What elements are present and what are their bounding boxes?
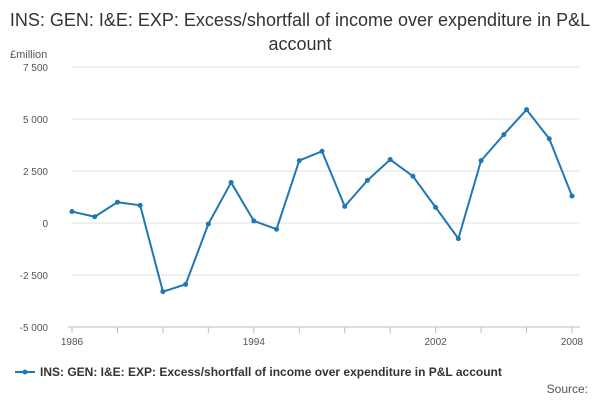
x-tick-label: 1994 (243, 337, 266, 348)
data-point[interactable] (342, 203, 348, 209)
data-point[interactable] (69, 209, 75, 215)
series-layer (69, 107, 575, 295)
gridlines (72, 66, 580, 328)
y-tick-label: 2 500 (23, 167, 48, 178)
data-point[interactable] (546, 136, 552, 142)
data-point[interactable] (274, 226, 280, 232)
data-point[interactable] (183, 281, 189, 287)
x-axis: 1986 1994 2002 2008 (61, 326, 584, 348)
data-point[interactable] (160, 289, 166, 295)
legend-label: INS: GEN: I&E: EXP: Excess/shortfall of … (40, 365, 502, 379)
data-point[interactable] (433, 204, 439, 210)
data-point[interactable] (364, 177, 370, 183)
y-tick-label: -2 500 (20, 271, 49, 282)
data-point[interactable] (114, 199, 120, 205)
data-point[interactable] (228, 179, 234, 185)
data-point[interactable] (251, 218, 257, 224)
legend[interactable]: INS: GEN: I&E: EXP: Excess/shortfall of … (14, 365, 502, 379)
y-tick-label: 5 000 (23, 115, 48, 126)
y-tick-label: -5 000 (20, 323, 49, 334)
data-point[interactable] (319, 148, 325, 154)
data-point[interactable] (410, 173, 416, 179)
source-label: Source: (546, 382, 588, 396)
data-point[interactable] (137, 202, 143, 208)
chart-title: INS: GEN: I&E: EXP: Excess/shortfall of … (9, 10, 591, 54)
x-tick-label: 1986 (61, 337, 84, 348)
y-tick-label: 7 500 (23, 63, 48, 74)
y-axis: 7 500 5 000 2 500 0 -2 500 -5 000 (20, 63, 49, 334)
data-point[interactable] (387, 157, 393, 163)
data-point[interactable] (569, 193, 575, 199)
data-point[interactable] (296, 158, 302, 164)
data-point[interactable] (92, 214, 98, 220)
y-tick-label: 0 (42, 219, 48, 230)
data-point[interactable] (524, 107, 530, 113)
series-line (71, 108, 573, 293)
y-axis-unit-label: £million (10, 49, 47, 61)
legend-swatch-icon (15, 369, 35, 375)
x-tick-label: 2002 (425, 337, 448, 348)
x-tick-label: 2008 (561, 337, 584, 348)
data-point[interactable] (478, 158, 484, 164)
data-point[interactable] (205, 221, 211, 227)
data-point[interactable] (455, 236, 461, 242)
data-point[interactable] (501, 132, 507, 138)
